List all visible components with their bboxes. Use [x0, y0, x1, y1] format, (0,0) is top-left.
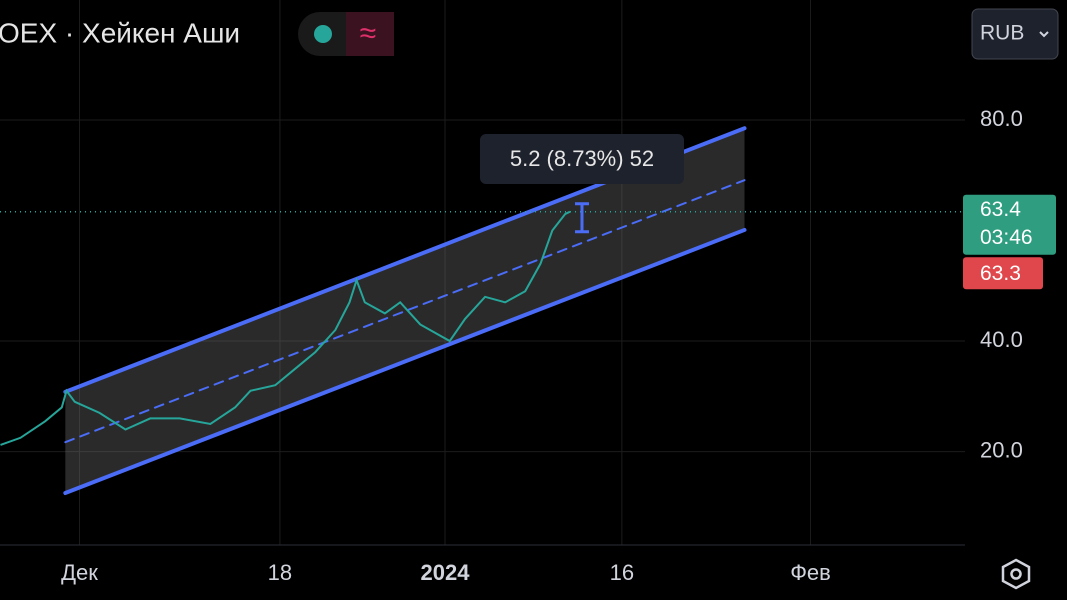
measure-marker — [574, 202, 589, 234]
last-price-box — [963, 194, 1056, 255]
countdown-label: 03:46 — [980, 226, 1033, 249]
y-tick-label: 40.0 — [980, 327, 1023, 352]
settings-icon[interactable] — [1001, 558, 1031, 590]
measure-label: 5.2 (8.73%) 52 — [510, 146, 654, 171]
y-tick-label: 80.0 — [980, 106, 1023, 131]
x-tick-label: Фев — [790, 560, 831, 585]
svg-text:≈: ≈ — [360, 17, 376, 50]
x-tick-label: 16 — [610, 560, 634, 585]
channel-middle — [64, 179, 746, 444]
currency-label[interactable]: RUB — [980, 22, 1024, 45]
x-tick-label: 2024 — [421, 560, 471, 585]
overlay: 80.0 40.0 20.0 Дек 18 2024 16 Фев 5.2 (8.73%) 52… — [0, 106, 1056, 585]
channel-lower — [63, 227, 747, 496]
prev-price-box — [963, 257, 1043, 290]
channel-fill — [65, 128, 745, 494]
prev-price-label: 63.3 — [980, 262, 1021, 285]
x-tick-label: 18 — [268, 560, 292, 585]
x-tick-label: Дек — [61, 560, 98, 585]
measure-box — [480, 134, 684, 184]
currency-button[interactable]: RUB — [971, 8, 1059, 60]
last-price-label: 63.4 — [980, 198, 1021, 221]
price-line — [0, 210, 571, 446]
status-pill: ≈ — [298, 12, 394, 56]
y-tick-label: 20.0 — [980, 437, 1023, 462]
chart-title: OEX · Хейкен Аши — [0, 17, 240, 48]
